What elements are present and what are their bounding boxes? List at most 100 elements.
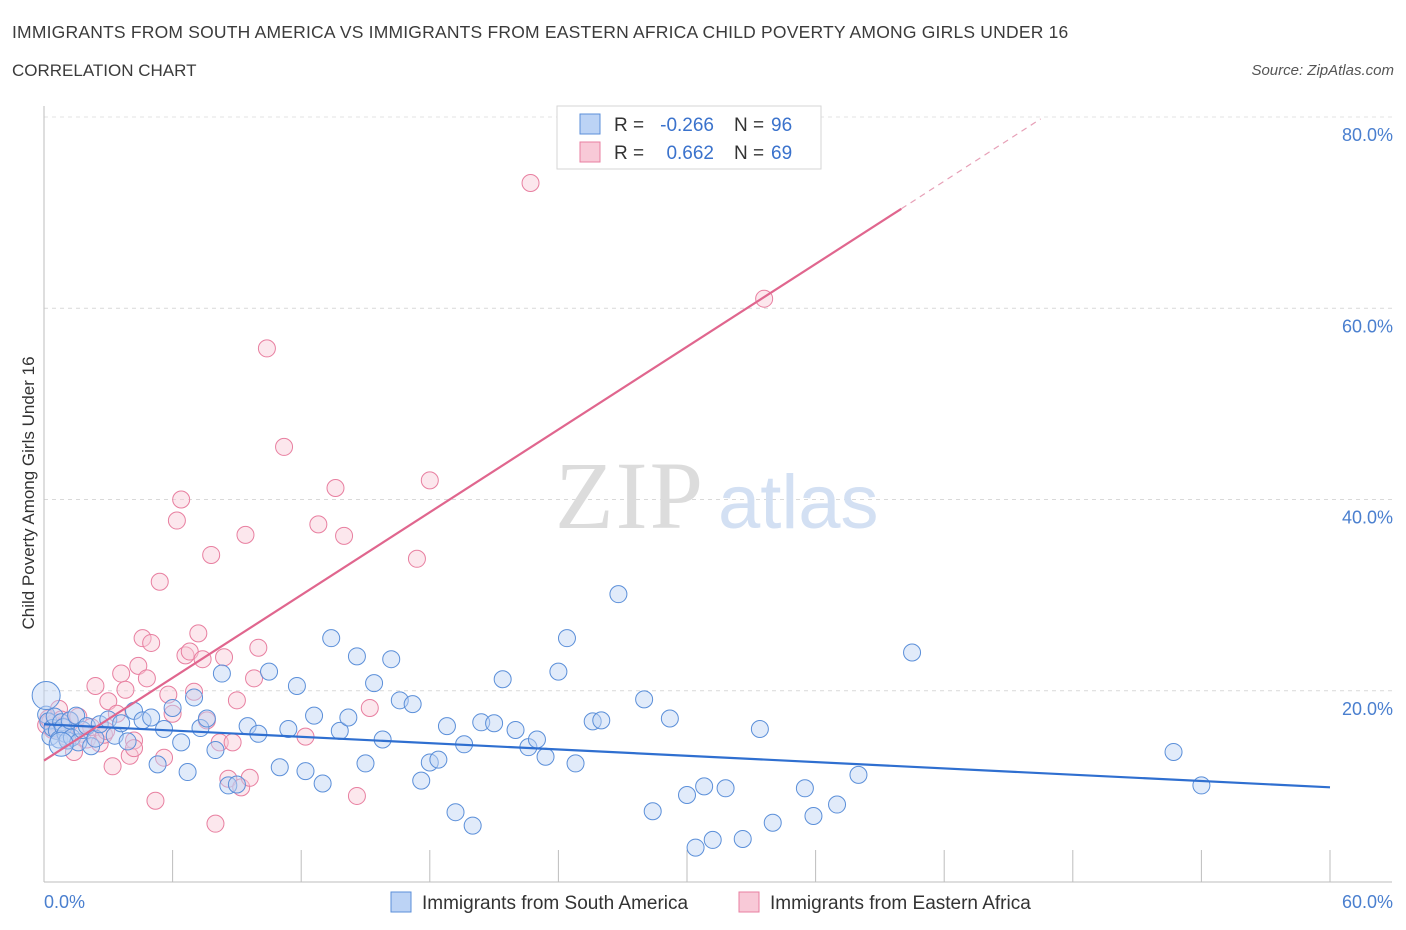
x-tick-label: 0.0% [44,892,85,912]
series-south-america-points [31,585,1211,857]
eastern-africa-point [150,572,169,591]
south-america-point [472,713,491,732]
legend-n-label-1: N = [734,115,764,136]
legend-r-label-1: R = [614,115,644,136]
trend-line-south-america [43,723,1331,789]
eastern-africa-point [86,676,105,695]
eastern-africa-point [245,669,264,688]
y-tick-label: 40.0% [1342,508,1393,528]
south-america-point [1192,776,1211,795]
eastern-africa-point [360,698,379,717]
south-america-point [118,732,137,751]
eastern-africa-point [189,624,208,643]
south-america-point [485,714,504,733]
south-america-point [313,774,332,793]
eastern-africa-point [125,739,144,758]
south-america-point [506,720,525,739]
south-america-point [536,747,555,766]
eastern-africa-point [236,525,255,544]
legend-swatch-blue [579,113,601,135]
legend-swatch-pink [579,141,601,163]
eastern-africa-point [275,437,294,456]
eastern-africa-point [163,704,182,723]
south-america-point [322,629,341,648]
grid-lines [44,116,1392,692]
south-america-point [197,709,216,728]
y-tick-label: 80.0% [1342,125,1393,145]
eastern-africa-point [159,685,178,704]
south-america-point [527,730,546,749]
south-america-point [296,762,315,781]
eastern-africa-point [172,490,191,509]
tick-labels: 20.0% 40.0% 60.0% 80.0% 0.0% 60.0% [44,125,1393,912]
south-america-point [849,765,868,784]
bottom-legend-swatch-blue [390,891,412,913]
south-america-point [163,698,182,717]
south-america-point [142,708,161,727]
south-america-point [463,816,482,835]
legend-bottom: Immigrants from South America Immigrants… [390,891,1031,914]
south-america-point [148,755,167,774]
south-america-point [412,771,431,790]
eastern-africa-point [185,682,204,701]
eastern-africa-point [167,511,186,530]
axes [43,106,1392,883]
south-america-point [270,758,289,777]
south-america-point [609,585,628,604]
eastern-africa-point [133,629,152,648]
eastern-africa-point [112,664,131,683]
legend-r-value-1: -0.266 [660,115,714,136]
y-tick-label: 60.0% [1342,316,1393,336]
eastern-africa-point [99,692,118,711]
south-america-point [1164,742,1183,761]
eastern-africa-point [257,339,276,358]
eastern-africa-point [103,757,122,776]
south-america-point [206,741,225,760]
bottom-legend-label-1: Immigrants from South America [422,893,689,914]
eastern-africa-point [137,669,156,688]
eastern-africa-point [420,471,439,490]
south-america-point [382,650,401,669]
south-america-point-large [31,681,61,711]
y-tick-label: 20.0% [1342,699,1393,719]
trend-line-eastern-africa [43,207,902,762]
south-america-point [185,688,204,707]
south-america-point [566,754,585,773]
south-america-point [493,670,512,689]
watermark-atlas: atlas [718,460,879,545]
series-eastern-africa-points [37,173,774,833]
eastern-africa-point [249,638,268,657]
south-america-point [592,711,611,730]
south-america-point-large [48,731,74,757]
chart-title: IMMIGRANTS FROM SOUTH AMERICA VS IMMIGRA… [12,22,1069,42]
chart-subtitle: CORRELATION CHART [12,61,197,80]
legend-n-label-2: N = [734,143,764,164]
legend-r-label-2: R = [614,143,644,164]
south-america-point [695,777,714,796]
legend-top: R = -0.266 N = 96 R = 0.662 N = 69 [556,105,822,170]
eastern-africa-point [347,786,366,805]
trend-lines [43,118,1331,789]
eastern-africa-point [142,633,161,652]
south-america-point [339,708,358,727]
south-america-point [716,779,735,798]
south-america-point [804,807,823,826]
south-america-point [178,763,197,782]
eastern-africa-point [155,748,174,767]
south-america-point [365,674,384,693]
south-america-point [403,695,422,714]
trend-line-eastern-africa-extrapolated [901,118,1041,210]
watermark: ZIP atlas [555,442,879,549]
south-america-point [287,676,306,695]
eastern-africa-point [125,731,144,750]
eastern-africa-point [227,691,246,710]
eastern-africa-point [129,656,148,675]
south-america-point [260,662,279,681]
eastern-africa-point [223,733,242,752]
legend-n-value-2: 69 [771,143,792,164]
south-america-point [678,785,696,804]
south-america-point [446,803,465,822]
eastern-africa-point [116,680,135,699]
source-label: Source: ZipAtlas.com [1251,62,1394,79]
